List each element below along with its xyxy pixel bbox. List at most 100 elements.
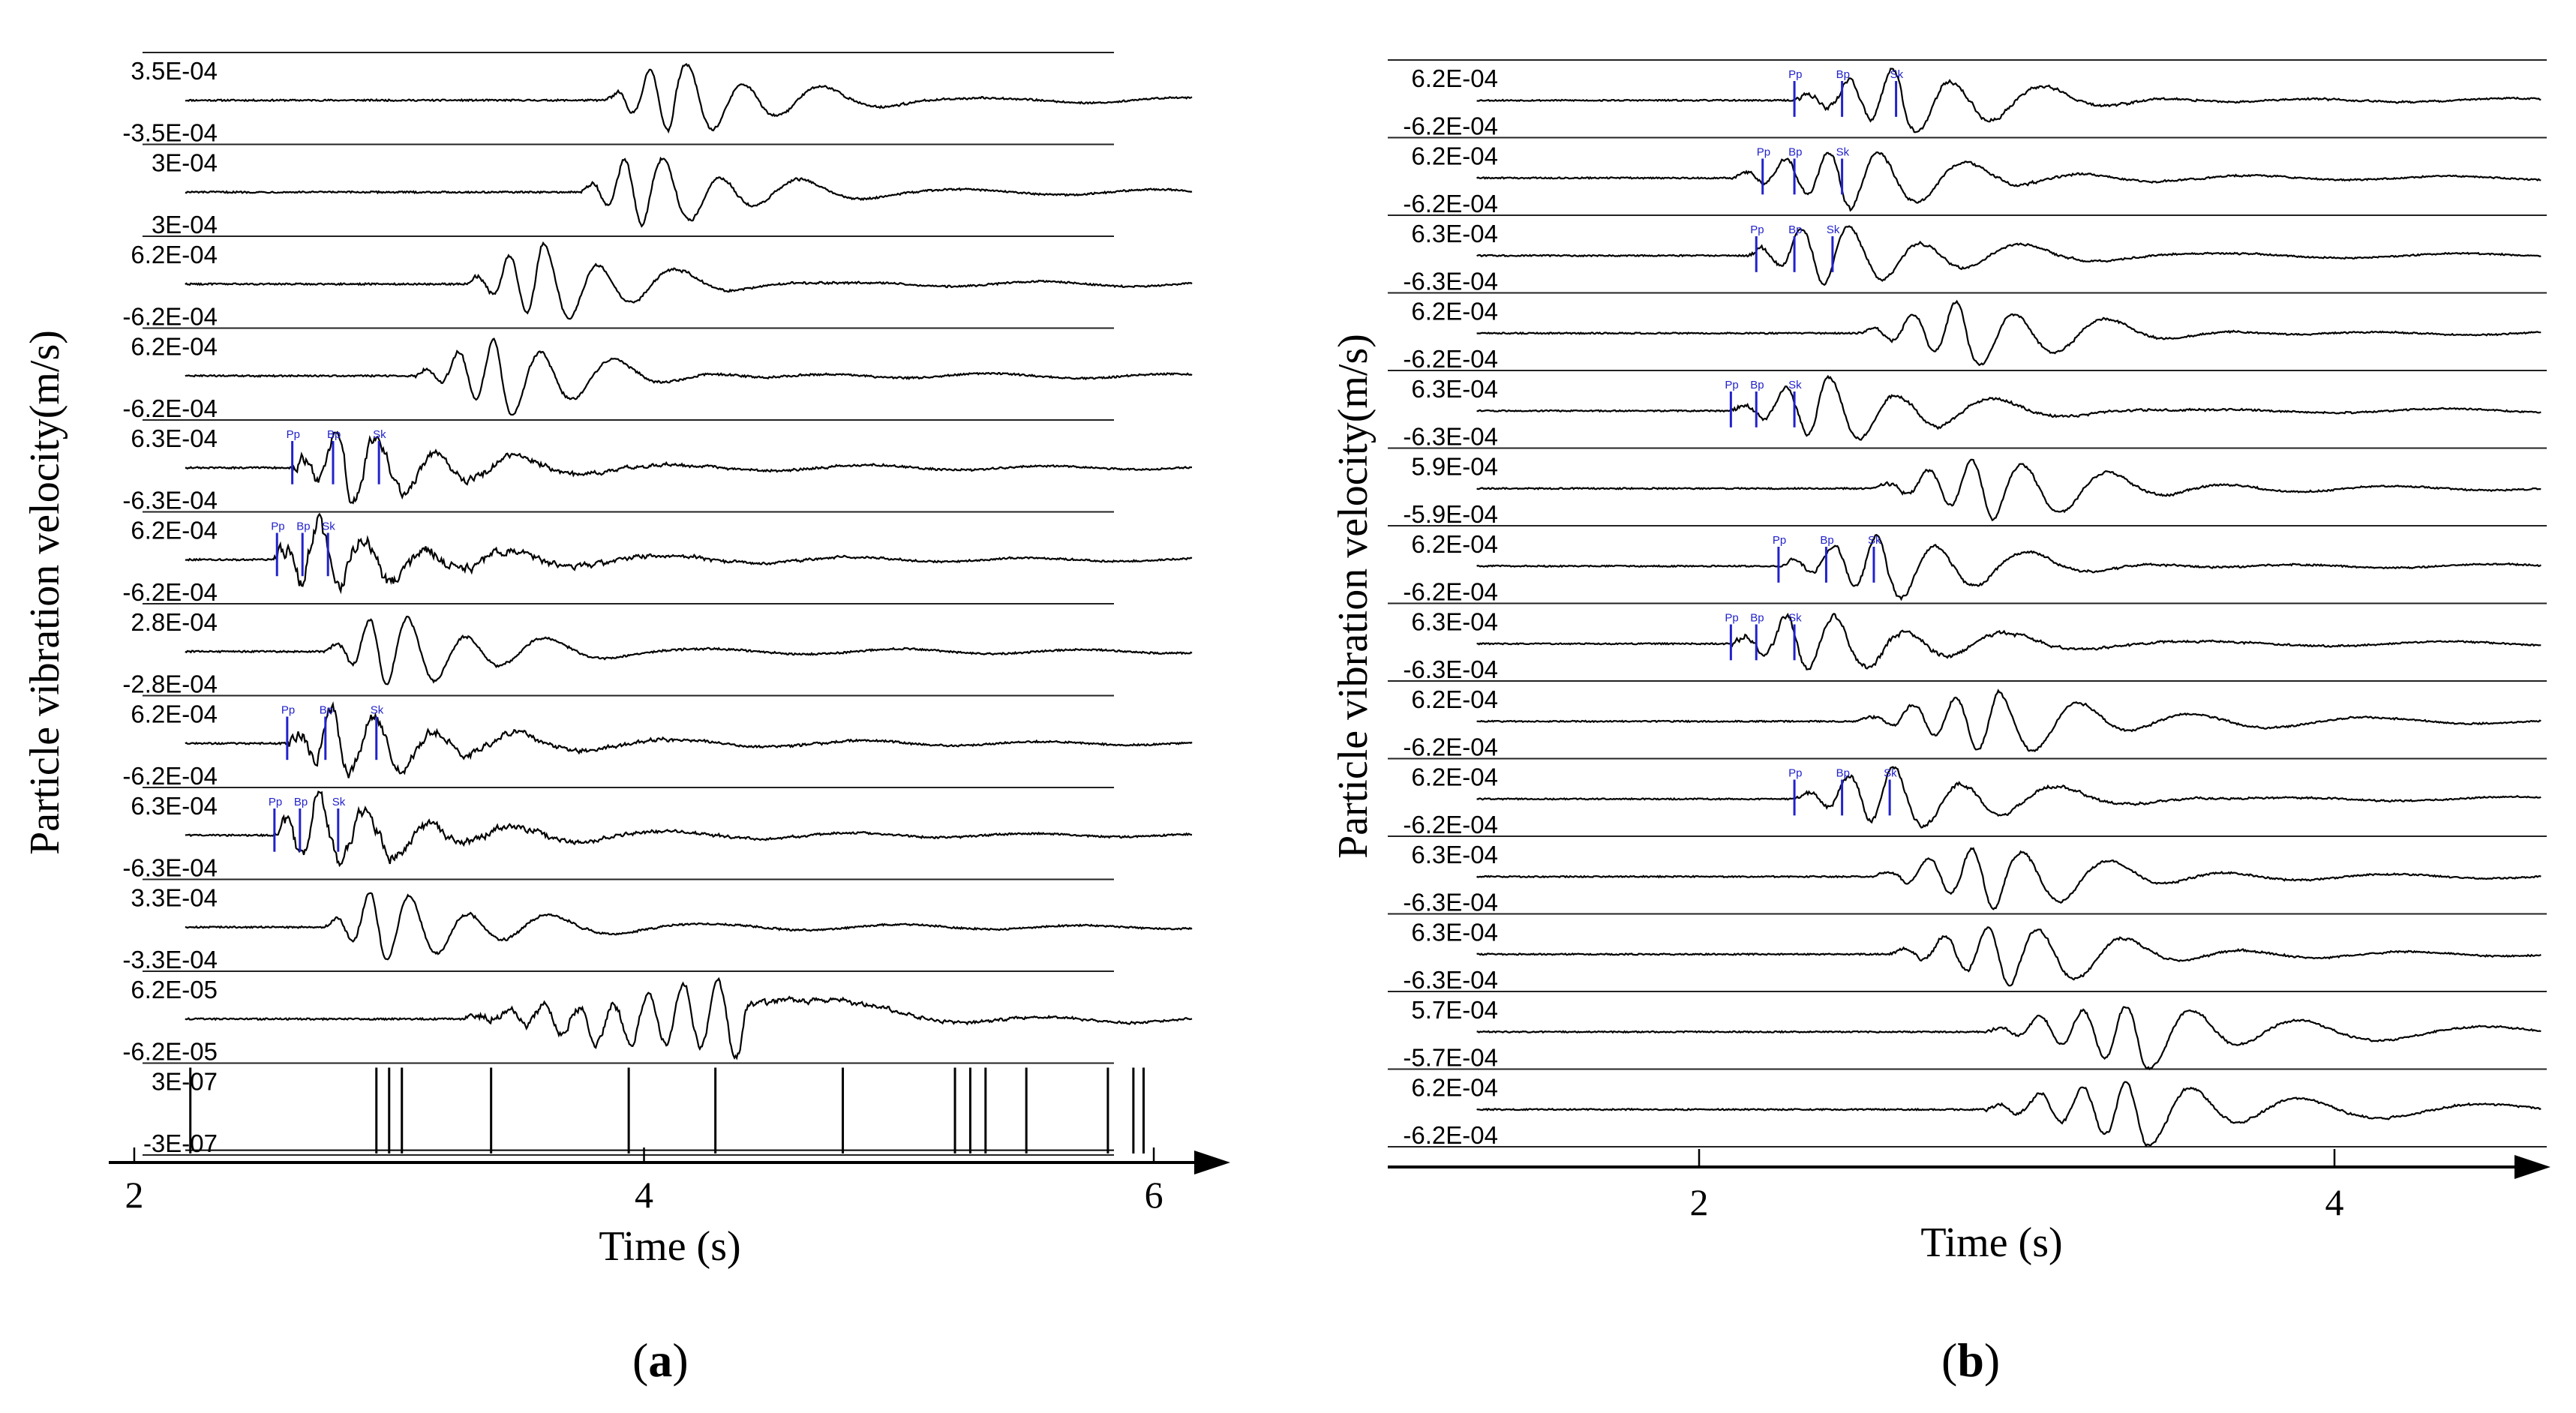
x-axis-title: Time (s): [599, 1223, 740, 1270]
seismic-trace: [185, 616, 1193, 686]
amp-top-label: 3.3E-04: [131, 884, 218, 912]
amp-bottom-label: -5.9E-04: [1403, 500, 1498, 528]
panel-tag: (b): [1941, 1334, 2000, 1387]
amp-top-label: 3.5E-04: [131, 57, 218, 85]
amp-bottom-label: -5.7E-04: [1403, 1044, 1498, 1072]
amp-bottom-label: -6.2E-04: [1403, 190, 1498, 218]
pick-label: Sk: [371, 704, 384, 717]
seismic-trace: [1476, 1006, 2541, 1071]
pick-label: Pp: [1788, 767, 1802, 780]
x-tick-label: 6: [1145, 1174, 1163, 1216]
pick-label: Sk: [1890, 68, 1904, 81]
panel-tag-close: ): [672, 1334, 688, 1387]
seismic-trace: [185, 63, 1193, 134]
amp-bottom-label: -3E-07: [143, 1130, 218, 1157]
pick-label: Pp: [287, 428, 300, 441]
panel-tag-open: (: [632, 1334, 648, 1387]
amp-bottom-label: -6.2E-05: [122, 1038, 218, 1066]
pick-label: Bp: [296, 520, 310, 533]
panel-tag-close: ): [1984, 1334, 2000, 1387]
amp-top-label: 6.2E-05: [131, 976, 218, 1004]
pick-label: Bp: [1836, 767, 1850, 780]
pick-label: Bp: [1836, 68, 1850, 81]
seismic-trace: [185, 338, 1193, 416]
amp-top-label: 3E-04: [152, 149, 218, 177]
amp-bottom-label: -6.3E-04: [1403, 268, 1498, 296]
amp-top-label: 6.2E-04: [131, 700, 218, 728]
seismic-trace: [1476, 151, 2541, 212]
amp-top-label: 6.2E-04: [1411, 64, 1498, 92]
pick-label: Bp: [1820, 534, 1833, 547]
seismic-trace: [1476, 374, 2541, 441]
pick-label: Sk: [1884, 767, 1897, 780]
x-tick-label: 4: [2325, 1181, 2344, 1223]
panel-a: 3.5E-04-3.5E-043E-043E-046.2E-04-6.2E-04…: [22, 52, 1230, 1387]
amp-bottom-label: -3.5E-04: [122, 119, 218, 147]
amp-bottom-label: -6.3E-04: [1403, 966, 1498, 994]
x-tick-label: 2: [125, 1174, 143, 1216]
amp-top-label: 6.2E-04: [1411, 530, 1498, 558]
amp-bottom-label: -6.3E-04: [1403, 423, 1498, 451]
amp-top-label: 6.2E-04: [131, 333, 218, 361]
pick-label: Bp: [327, 428, 341, 441]
amp-top-label: 6.3E-04: [131, 792, 218, 820]
pick-label: Pp: [1773, 534, 1786, 547]
x-axis-title: Time (s): [1920, 1220, 2062, 1266]
pick-label: Sk: [332, 796, 346, 808]
pick-label: Bp: [1750, 379, 1764, 392]
pick-label: Pp: [1788, 68, 1802, 81]
axis-arrowhead: [2514, 1155, 2550, 1179]
amp-top-label: 6.3E-04: [1411, 375, 1498, 403]
pick-label: Sk: [373, 428, 386, 441]
pick-label: Pp: [271, 520, 284, 533]
seismic-trace: [1476, 612, 2541, 670]
amp-bottom-label: -6.3E-04: [122, 854, 218, 882]
pick-label: Bp: [1788, 224, 1802, 236]
x-tick-label: 2: [1690, 1181, 1709, 1223]
seismic-trace: [1476, 688, 2541, 753]
amp-top-label: 6.3E-04: [1411, 841, 1498, 868]
seismic-trace: [1476, 68, 2541, 134]
seismic-trace: [185, 790, 1193, 868]
amp-top-label: 6.3E-04: [1411, 608, 1498, 636]
amp-bottom-label: -6.2E-04: [1403, 1121, 1498, 1149]
pick-label: Sk: [322, 520, 335, 533]
pick-label: Sk: [1827, 224, 1840, 236]
y-axis-title: Particle vibration velocity(m/s): [22, 330, 68, 855]
pick-label: Pp: [1750, 224, 1764, 236]
amp-bottom-label: -6.2E-04: [1403, 345, 1498, 373]
seismic-trace: [185, 430, 1193, 505]
pick-label: Pp: [281, 704, 295, 717]
amp-bottom-label: -6.2E-04: [122, 394, 218, 422]
amp-top-label: 6.3E-04: [131, 424, 218, 452]
panel-tag-letter: b: [1957, 1334, 1984, 1387]
amp-bottom-label: -6.2E-04: [1403, 578, 1498, 606]
amp-top-label: 6.2E-04: [1411, 298, 1498, 326]
amp-top-label: 3E-07: [152, 1068, 218, 1096]
seismic-trace: [185, 892, 1193, 961]
pick-label: Bp: [1750, 612, 1764, 625]
amp-top-label: 5.7E-04: [1411, 996, 1498, 1024]
amp-bottom-label: -2.8E-04: [122, 670, 218, 698]
x-tick-label: 4: [635, 1174, 653, 1216]
panel-tag: (a): [632, 1334, 689, 1387]
amp-top-label: 6.2E-04: [1411, 142, 1498, 170]
seismic-trace: [1476, 533, 2541, 602]
pick-label: Sk: [1836, 146, 1850, 159]
pick-label: Pp: [1757, 146, 1770, 159]
panel-tag-open: (: [1941, 1334, 1957, 1387]
amp-top-label: 6.2E-04: [131, 241, 218, 268]
seismic-trace: [1476, 299, 2541, 367]
amp-bottom-label: -6.3E-04: [122, 487, 218, 514]
pick-label: Sk: [1788, 612, 1802, 625]
seismic-trace: [1476, 1081, 2541, 1148]
seismic-trace: [1476, 225, 2541, 286]
axis-arrowhead: [1194, 1150, 1230, 1174]
amp-bottom-label: -3.3E-04: [122, 946, 218, 974]
amp-bottom-label: 3E-04: [152, 211, 218, 238]
seismic-trace: [1476, 458, 2541, 522]
seismic-trace: [185, 241, 1193, 320]
pick-label: Bp: [320, 704, 333, 717]
amp-top-label: 6.3E-04: [1411, 220, 1498, 248]
